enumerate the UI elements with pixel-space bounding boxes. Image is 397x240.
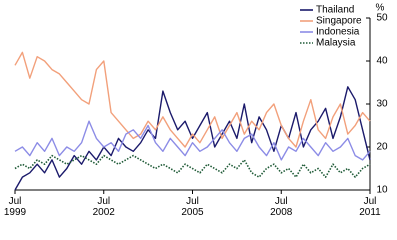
series-line	[14, 120, 371, 161]
legend-label: Indonesia	[316, 27, 360, 38]
chart: % 10 20 30 40 50 Thailand Singapore Indonesia Ma…	[3, 2, 388, 218]
legend-label: Malaysia	[316, 38, 356, 49]
legend-label: Singapore	[316, 16, 362, 27]
y-tick-label: 40	[376, 56, 388, 67]
x-tick-label: Jul 1999	[3, 196, 27, 218]
x-tick-label: Jul 2002	[92, 196, 115, 218]
x-tick-label: Jul 2008	[270, 196, 293, 218]
x-tick-label: Jul 2005	[181, 196, 204, 218]
series-line	[14, 86, 371, 191]
y-tick-label: 20	[376, 142, 388, 153]
y-tick-label: 10	[376, 185, 388, 196]
y-tick-label: 50	[376, 13, 388, 24]
series-line	[14, 154, 371, 178]
series-line	[14, 51, 371, 148]
legend-label: Thailand	[316, 5, 354, 16]
y-tick-label: 30	[376, 99, 388, 110]
plot: % 10 20 30 40 50 ThailandSingaporeIndonesiaMa…	[14, 3, 388, 196]
x-tick-label: Jul 2011	[359, 196, 381, 218]
y-axis-label: %	[376, 3, 385, 14]
